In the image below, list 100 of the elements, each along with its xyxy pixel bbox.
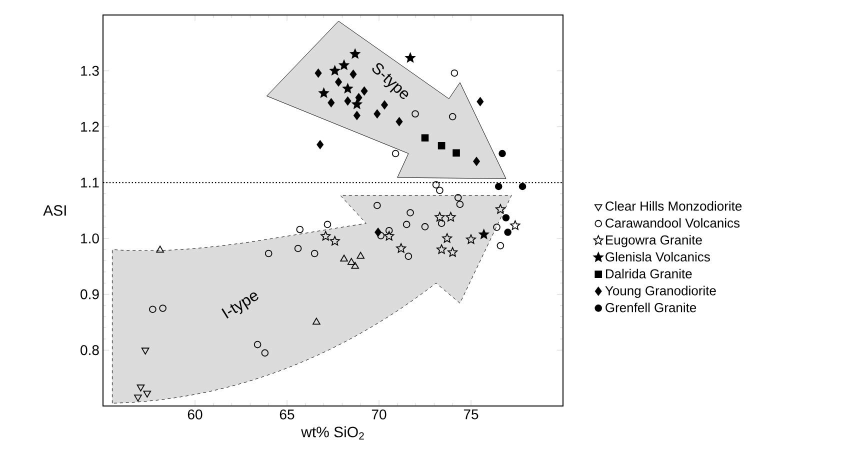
legend-label: Clear Hills Monzodiorite xyxy=(606,201,742,211)
point xyxy=(392,150,400,158)
point xyxy=(356,252,365,259)
point xyxy=(504,228,512,236)
legend-label: Dalrida Granite xyxy=(606,268,692,278)
point xyxy=(421,223,429,230)
point xyxy=(134,394,142,402)
point xyxy=(324,220,332,228)
point xyxy=(312,318,320,325)
point xyxy=(381,100,388,110)
point xyxy=(353,111,360,120)
point xyxy=(448,247,458,257)
point xyxy=(502,214,510,222)
y-tick-label: 1.1 xyxy=(81,178,99,188)
point xyxy=(141,348,150,355)
point xyxy=(350,48,360,58)
point xyxy=(421,134,429,142)
point xyxy=(466,234,476,244)
point xyxy=(360,86,368,96)
point xyxy=(318,88,329,98)
point xyxy=(438,142,446,150)
point xyxy=(294,244,302,252)
legend-label: Glenisla Volcanics xyxy=(606,252,710,262)
y-tick-label: 1.2 xyxy=(81,122,99,132)
point xyxy=(496,242,504,250)
point xyxy=(342,83,353,94)
point xyxy=(478,229,489,239)
point xyxy=(434,212,445,222)
legend-label: Eugowra Granite xyxy=(606,235,702,248)
point xyxy=(396,117,403,126)
x-tick-label: 65 xyxy=(280,410,294,420)
point xyxy=(254,340,262,348)
point xyxy=(143,390,152,398)
point xyxy=(448,113,456,120)
point xyxy=(330,66,340,76)
y-tick-label: 1.0 xyxy=(81,233,99,244)
x-axis-title: wt% SiO$_{2}$ xyxy=(301,426,364,440)
point xyxy=(402,220,410,228)
point xyxy=(351,262,359,269)
legend-label: Young Granodiorite xyxy=(605,286,716,298)
point xyxy=(442,233,452,243)
point xyxy=(493,224,500,231)
point xyxy=(355,93,362,102)
point xyxy=(159,304,166,312)
y-tick-label: 0.9 xyxy=(80,289,99,300)
point xyxy=(350,70,357,79)
y-axis-title: ASI xyxy=(43,205,66,216)
legend-label: Carawandool Volcanics xyxy=(606,218,740,228)
point xyxy=(518,182,526,190)
point xyxy=(446,212,456,222)
x-tick-label: 70 xyxy=(372,410,386,420)
legend-label: Grenfell Granite xyxy=(606,302,696,312)
point xyxy=(261,349,269,357)
point xyxy=(456,200,464,208)
point xyxy=(264,250,272,258)
point xyxy=(374,109,381,118)
point xyxy=(328,98,335,108)
point xyxy=(473,156,480,166)
point xyxy=(340,254,348,262)
point xyxy=(396,243,406,253)
point xyxy=(374,202,381,210)
point xyxy=(436,244,447,254)
point xyxy=(384,230,394,241)
x-tick-label: 60 xyxy=(188,410,202,420)
y-tick-label: 1.3 xyxy=(81,66,99,76)
point xyxy=(374,228,382,237)
point xyxy=(476,97,484,106)
point xyxy=(405,52,416,62)
point xyxy=(412,110,419,118)
point xyxy=(450,69,458,77)
point xyxy=(377,232,384,240)
point xyxy=(347,258,356,265)
point xyxy=(314,68,322,78)
point xyxy=(339,60,350,70)
point xyxy=(438,220,446,227)
point xyxy=(320,230,331,241)
annotation: I-type xyxy=(221,292,258,319)
point xyxy=(404,252,412,260)
point xyxy=(495,204,506,214)
point xyxy=(385,226,393,234)
point xyxy=(432,181,440,188)
point xyxy=(136,384,145,392)
point xyxy=(296,226,304,234)
point xyxy=(454,194,462,202)
point xyxy=(310,250,318,258)
point xyxy=(156,246,164,253)
point xyxy=(406,209,414,216)
point xyxy=(452,149,460,157)
point xyxy=(498,150,506,158)
point xyxy=(510,220,520,230)
point xyxy=(344,96,352,106)
point xyxy=(335,78,342,86)
y-tick-label: 0.8 xyxy=(80,345,99,356)
point xyxy=(436,186,444,194)
point xyxy=(330,236,340,246)
point xyxy=(494,182,502,190)
point xyxy=(149,306,156,314)
point xyxy=(352,99,362,109)
x-tick-label: 75 xyxy=(464,410,478,420)
point xyxy=(316,140,324,150)
